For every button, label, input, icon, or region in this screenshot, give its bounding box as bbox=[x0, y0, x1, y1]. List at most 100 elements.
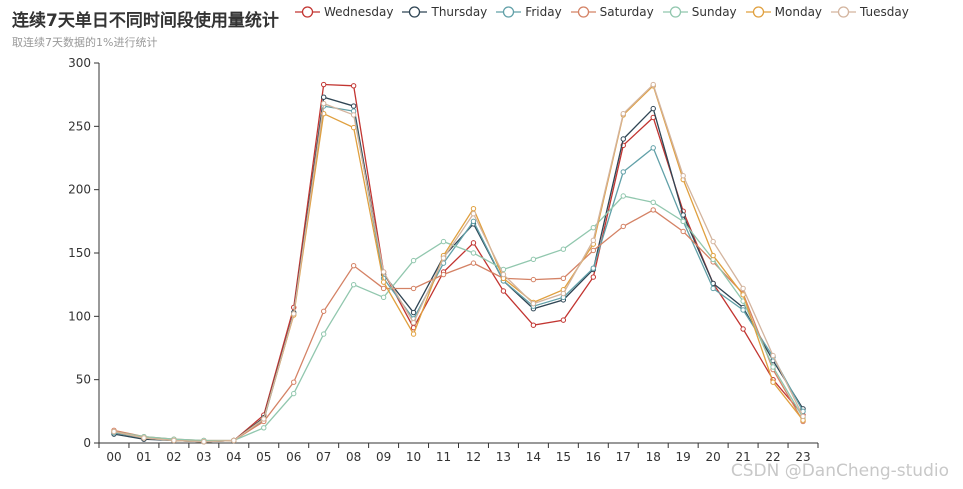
data-point[interactable] bbox=[590, 224, 597, 231]
chart-legend: Wednesday Thursday Friday Saturday Sunday Mon… bbox=[295, 5, 918, 19]
data-point[interactable] bbox=[261, 425, 267, 431]
data-point[interactable] bbox=[530, 322, 537, 328]
data-point[interactable] bbox=[291, 379, 297, 385]
data-point[interactable] bbox=[620, 193, 626, 199]
data-point[interactable] bbox=[171, 437, 177, 444]
data-point[interactable] bbox=[740, 307, 746, 313]
data-point[interactable] bbox=[740, 326, 746, 332]
data-point[interactable] bbox=[320, 308, 327, 314]
x-tick-label: 14 bbox=[526, 450, 541, 464]
data-point[interactable] bbox=[470, 205, 477, 212]
x-tick-label: 11 bbox=[436, 450, 451, 464]
data-point[interactable] bbox=[710, 238, 716, 245]
data-point[interactable] bbox=[440, 255, 447, 261]
data-point[interactable] bbox=[470, 250, 477, 256]
data-point[interactable] bbox=[470, 240, 477, 246]
data-point[interactable] bbox=[590, 274, 597, 280]
legend-item-friday[interactable]: Friday bbox=[496, 5, 562, 19]
data-point[interactable] bbox=[350, 83, 357, 89]
legend-item-sunday[interactable]: Sunday bbox=[662, 5, 737, 19]
data-point[interactable] bbox=[590, 247, 597, 254]
x-tick-label: 01 bbox=[136, 450, 151, 464]
data-point[interactable] bbox=[470, 218, 477, 225]
legend-item-wednesday[interactable]: Wednesday bbox=[295, 5, 393, 19]
data-point[interactable] bbox=[620, 169, 626, 175]
y-tick-label: 50 bbox=[76, 373, 91, 387]
legend-item-tuesday[interactable]: Tuesday bbox=[831, 5, 909, 19]
data-point[interactable] bbox=[770, 364, 776, 370]
data-point[interactable] bbox=[231, 437, 237, 444]
data-point[interactable] bbox=[530, 300, 537, 307]
data-point[interactable] bbox=[770, 352, 776, 359]
data-point[interactable] bbox=[650, 81, 656, 88]
data-point[interactable] bbox=[410, 285, 417, 292]
data-point[interactable] bbox=[410, 319, 417, 326]
data-point[interactable] bbox=[410, 309, 417, 316]
data-point[interactable] bbox=[380, 294, 387, 301]
data-point[interactable] bbox=[320, 331, 327, 337]
data-point[interactable] bbox=[740, 285, 746, 292]
series-monday[interactable] bbox=[111, 83, 806, 445]
x-tick-label: 02 bbox=[166, 450, 181, 464]
data-point[interactable] bbox=[320, 100, 327, 107]
data-point[interactable] bbox=[800, 413, 806, 420]
x-tick-label: 21 bbox=[735, 450, 750, 464]
data-point[interactable] bbox=[710, 252, 716, 259]
data-point[interactable] bbox=[291, 311, 297, 317]
data-point[interactable] bbox=[440, 238, 447, 245]
data-point[interactable] bbox=[530, 256, 537, 263]
legend-label: Saturday bbox=[599, 5, 654, 19]
data-point[interactable] bbox=[470, 211, 477, 217]
data-point[interactable] bbox=[680, 218, 686, 225]
data-point[interactable] bbox=[350, 281, 357, 288]
legend-item-saturday[interactable]: Saturday bbox=[570, 5, 654, 19]
data-point[interactable] bbox=[141, 435, 147, 441]
legend-item-monday[interactable]: Monday bbox=[745, 5, 822, 19]
data-point[interactable] bbox=[440, 271, 447, 278]
data-point[interactable] bbox=[320, 81, 327, 88]
data-point[interactable] bbox=[350, 112, 357, 118]
data-point[interactable] bbox=[410, 331, 417, 337]
x-tick-label: 16 bbox=[586, 450, 601, 464]
data-point[interactable] bbox=[560, 246, 567, 252]
series-line-friday[interactable] bbox=[113, 105, 804, 443]
series-line-wednesday[interactable] bbox=[113, 83, 804, 443]
data-point[interactable] bbox=[380, 279, 387, 285]
data-point[interactable] bbox=[650, 199, 656, 206]
series-line-monday[interactable] bbox=[113, 84, 804, 443]
data-point[interactable] bbox=[111, 428, 117, 435]
data-point[interactable] bbox=[560, 317, 567, 323]
data-point[interactable] bbox=[620, 110, 626, 117]
data-point[interactable] bbox=[410, 257, 417, 264]
series-tuesday[interactable] bbox=[111, 81, 806, 445]
data-point[interactable] bbox=[500, 288, 507, 294]
data-point[interactable] bbox=[770, 379, 776, 385]
series-friday[interactable] bbox=[111, 103, 806, 445]
series-line-tuesday[interactable] bbox=[113, 83, 804, 443]
data-point[interactable] bbox=[350, 103, 357, 109]
data-point[interactable] bbox=[620, 223, 626, 230]
data-point[interactable] bbox=[201, 439, 207, 445]
data-point[interactable] bbox=[710, 285, 716, 292]
data-point[interactable] bbox=[350, 262, 357, 269]
data-point[interactable] bbox=[320, 94, 327, 100]
data-point[interactable] bbox=[500, 271, 507, 278]
data-point[interactable] bbox=[380, 285, 387, 292]
data-point[interactable] bbox=[650, 145, 656, 151]
legend-item-thursday[interactable]: Thursday bbox=[402, 5, 487, 19]
data-point[interactable] bbox=[261, 416, 267, 422]
series-line-saturday[interactable] bbox=[113, 209, 804, 442]
data-point[interactable] bbox=[680, 228, 686, 235]
data-point[interactable] bbox=[620, 136, 626, 142]
data-point[interactable] bbox=[380, 269, 387, 275]
data-point[interactable] bbox=[590, 265, 597, 271]
data-point[interactable] bbox=[470, 260, 477, 266]
data-point[interactable] bbox=[560, 275, 567, 282]
data-point[interactable] bbox=[680, 173, 686, 179]
data-point[interactable] bbox=[650, 105, 656, 112]
data-point[interactable] bbox=[530, 276, 537, 283]
data-point[interactable] bbox=[650, 207, 656, 213]
data-point[interactable] bbox=[590, 237, 597, 244]
data-point[interactable] bbox=[291, 390, 297, 397]
data-point[interactable] bbox=[560, 290, 567, 297]
